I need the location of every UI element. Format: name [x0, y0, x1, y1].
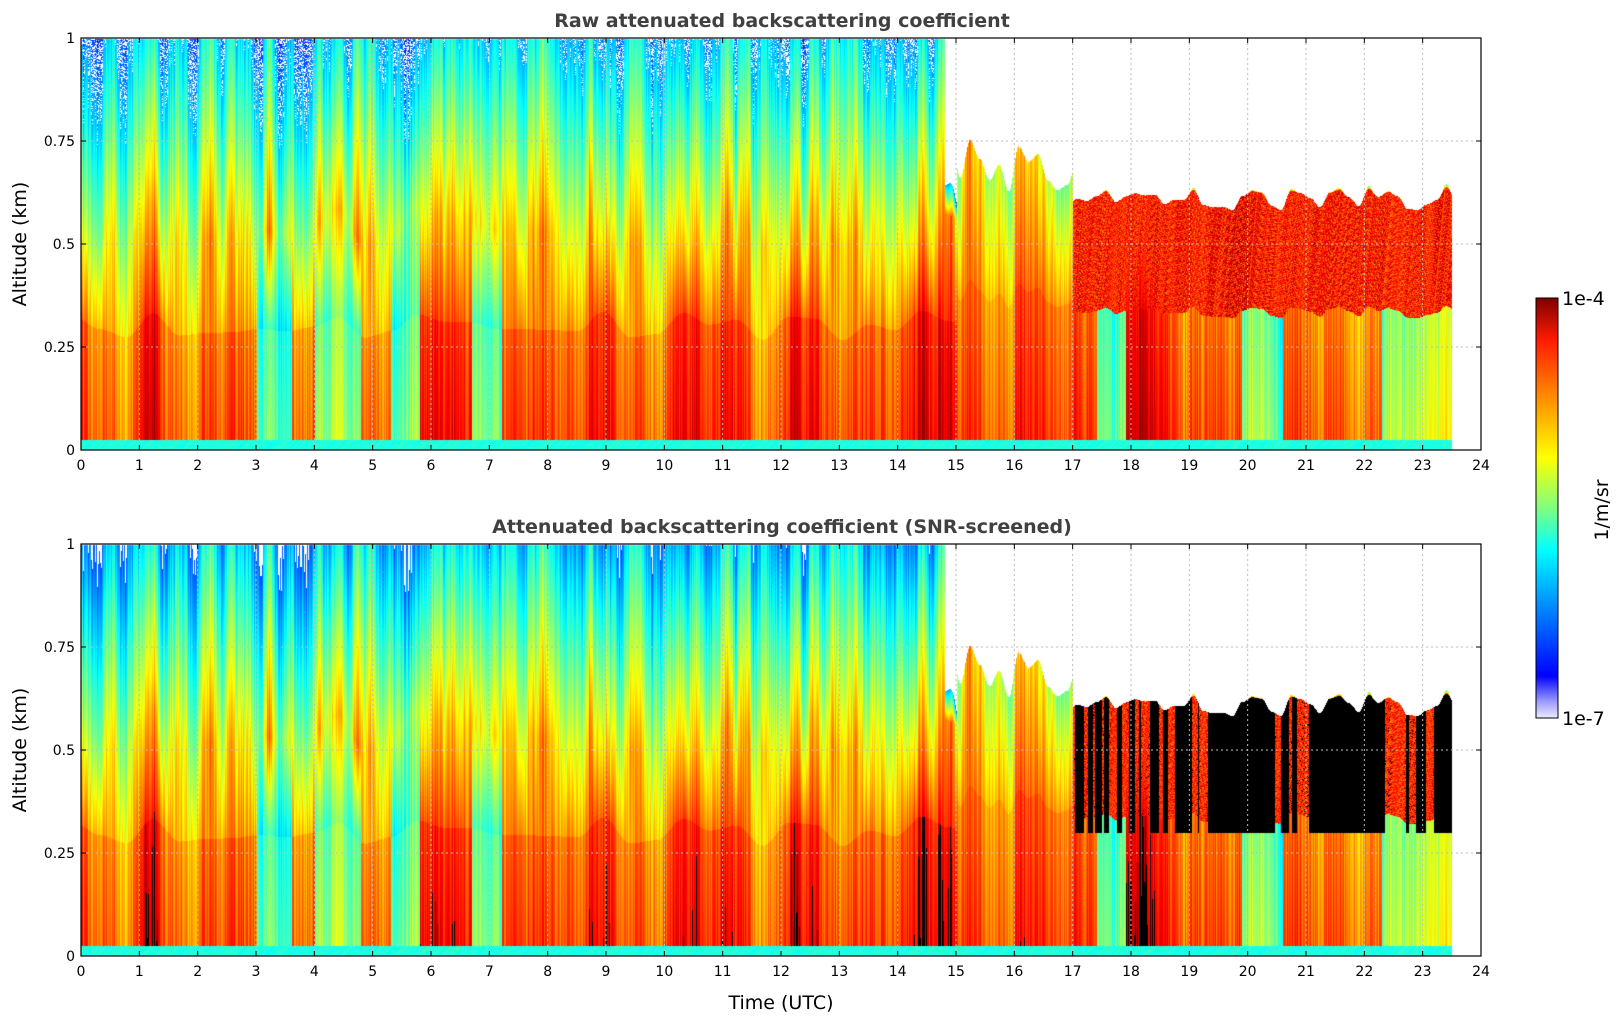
- raw-x-tick-label-9: 9: [602, 458, 611, 474]
- screened-x-tick-label-14: 14: [889, 964, 907, 980]
- screened-panel: Attenuated backscattering coefficient (S…: [9, 516, 1490, 1014]
- raw-x-tick-label-7: 7: [485, 458, 494, 474]
- screened-panel-title: Attenuated backscattering coefficient (S…: [492, 516, 1072, 538]
- raw-x-tick-label-19: 19: [1180, 458, 1198, 474]
- raw-x-tick-label-0: 0: [77, 458, 86, 474]
- raw-x-tick-label-23: 23: [1414, 458, 1432, 474]
- raw-panel-title: Raw attenuated backscattering coefficien…: [554, 10, 1010, 32]
- raw-x-tick-label-1: 1: [135, 458, 144, 474]
- raw-x-tick-label-3: 3: [252, 458, 261, 474]
- screened-x-tick-label-1: 1: [135, 964, 144, 980]
- raw-x-axis: 0 1 2 3 4 5 6 7 8 9 10 11 12 13 14 15 16 17 18 19 20 21 22 23 24: [77, 38, 1490, 474]
- screened-y-tick-label-0.5: 0.5: [53, 743, 75, 759]
- colorbar-unit-label: 1/m/sr: [1591, 479, 1613, 540]
- screened-x-tick-label-19: 19: [1180, 964, 1198, 980]
- colorbar-min-label: 1e-7: [1562, 708, 1605, 730]
- raw-x-tick-label-22: 22: [1355, 458, 1373, 474]
- raw-x-tick-label-16: 16: [1005, 458, 1023, 474]
- screened-x-tick-label-10: 10: [655, 964, 673, 980]
- raw-x-tick-label-10: 10: [655, 458, 673, 474]
- screened-y-tick-label-0.75: 0.75: [44, 640, 75, 656]
- raw-x-tick-label-13: 13: [830, 458, 848, 474]
- screened-x-tick-label-4: 4: [310, 964, 319, 980]
- screened-y-axis-label: Altitude (km): [9, 688, 31, 813]
- screened-x-tick-label-24: 24: [1472, 964, 1490, 980]
- raw-panel: Raw attenuated backscattering coefficien…: [9, 10, 1490, 474]
- colorbar-gradient: [1535, 297, 1559, 719]
- screened-y-tick-label-1: 1: [66, 537, 75, 553]
- screened-x-tick-label-5: 5: [368, 964, 377, 980]
- screened-y-tick-label-0: 0: [66, 949, 75, 965]
- raw-x-tick-label-6: 6: [427, 458, 436, 474]
- raw-y-tick-label-0.25: 0.25: [44, 340, 75, 356]
- raw-x-tick-label-14: 14: [889, 458, 907, 474]
- colorbar-max-label: 1e-4: [1562, 288, 1605, 310]
- screened-x-tick-label-8: 8: [543, 964, 552, 980]
- raw-x-tick-label-12: 12: [772, 458, 790, 474]
- raw-y-tick-label-0.75: 0.75: [44, 134, 75, 150]
- raw-x-tick-label-20: 20: [1239, 458, 1257, 474]
- screened-x-tick-label-15: 15: [947, 964, 965, 980]
- raw-y-tick-label-1: 1: [66, 31, 75, 47]
- screened-x-tick-label-6: 6: [427, 964, 436, 980]
- raw-x-tick-label-2: 2: [193, 458, 202, 474]
- screened-x-tick-label-12: 12: [772, 964, 790, 980]
- screened-x-tick-label-22: 22: [1355, 964, 1373, 980]
- raw-x-tick-label-17: 17: [1064, 458, 1082, 474]
- screened-x-tick-label-16: 16: [1005, 964, 1023, 980]
- raw-y-axis-label: Altitude (km): [9, 182, 31, 307]
- raw-x-tick-label-11: 11: [714, 458, 732, 474]
- raw-y-tick-label-0.5: 0.5: [53, 237, 75, 253]
- screened-y-axis: 0 0.25 0.5 0.75 1: [44, 537, 1481, 965]
- screened-y-tick-label-0.25: 0.25: [44, 846, 75, 862]
- raw-x-tick-label-4: 4: [310, 458, 319, 474]
- raw-y-tick-label-0: 0: [66, 443, 75, 459]
- screened-x-tick-label-18: 18: [1122, 964, 1140, 980]
- colorbar: 1e-4 1e-7 1/m/sr: [1535, 288, 1613, 730]
- raw-x-tick-label-5: 5: [368, 458, 377, 474]
- raw-x-tick-label-24: 24: [1472, 458, 1490, 474]
- screened-x-tick-label-3: 3: [252, 964, 261, 980]
- screened-x-tick-label-0: 0: [77, 964, 86, 980]
- raw-x-tick-label-8: 8: [543, 458, 552, 474]
- screened-x-tick-label-17: 17: [1064, 964, 1082, 980]
- screened-x-tick-label-2: 2: [193, 964, 202, 980]
- raw-grid: [81, 38, 1481, 450]
- screened-x-tick-label-23: 23: [1414, 964, 1432, 980]
- raw-x-tick-label-21: 21: [1297, 458, 1315, 474]
- screened-grid: [81, 544, 1481, 956]
- screened-x-axis: 0 1 2 3 4 5 6 7 8 9 10 11 12 13 14 15 16 17 18 19 20 21 22 23 24: [77, 544, 1490, 980]
- screened-x-tick-label-7: 7: [485, 964, 494, 980]
- screened-x-tick-label-21: 21: [1297, 964, 1315, 980]
- screened-x-tick-label-11: 11: [714, 964, 732, 980]
- screened-x-tick-label-20: 20: [1239, 964, 1257, 980]
- raw-x-tick-label-18: 18: [1122, 458, 1140, 474]
- screened-x-tick-label-9: 9: [602, 964, 611, 980]
- x-axis-label: Time (UTC): [727, 992, 833, 1014]
- raw-y-axis: 0 0.25 0.5 0.75 1: [44, 31, 1481, 459]
- screened-x-tick-label-13: 13: [830, 964, 848, 980]
- raw-x-tick-label-15: 15: [947, 458, 965, 474]
